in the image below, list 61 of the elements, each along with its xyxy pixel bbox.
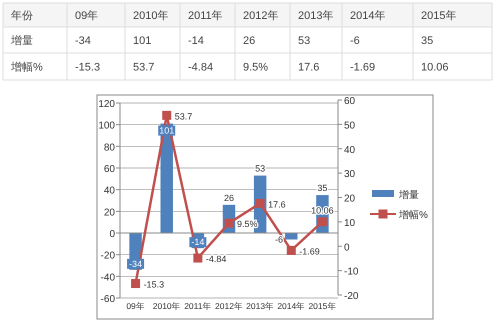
y-tick-label: -60 [100,294,116,305]
text: -1.69 [350,62,376,74]
text: -34 [75,35,91,47]
category-label: 2015年 [421,10,456,22]
category-label: 2010年 [133,10,168,22]
y2-tick-label: 60 [344,96,356,107]
y-tick-label: 20 [104,207,116,218]
x-tick-label: 2010年 [152,301,181,311]
text: 35 [421,35,434,47]
y-tick-label: -20 [100,250,116,262]
y-tick-label: 60 [104,164,116,175]
category-label: 2014年 [350,10,386,22]
text: -6 [350,35,360,47]
text: 53.7 [133,62,154,74]
data-label: -15.3 [144,280,164,290]
y-tick-label: -40 [100,272,116,284]
y-tick-label: 80 [104,142,116,154]
x-tick-label: 2015年 [308,301,336,311]
data-label: -1.69 [299,246,320,256]
x-tick-label: 09年 [126,301,145,311]
data-label: 26 [224,192,234,203]
y2-tick-label: 30 [344,169,356,180]
text: 增幅% [11,62,43,74]
data-label: 53.7 [174,111,192,122]
y2-tick-label: -20 [344,291,359,302]
data-label: 35 [317,183,328,194]
text: 增量 [11,35,33,47]
y-tick-label: 0 [109,229,116,240]
y-tick-label: 40 [104,186,116,197]
text: 53 [298,35,310,47]
text: 101 [133,35,152,47]
text: 26 [243,35,256,47]
y2-tick-label: 0 [344,242,350,254]
text: 9.5% [243,62,268,74]
legend-label: 增量 [398,189,419,201]
x-tick-label: 2014年 [277,301,306,311]
category-label: 2011年 [188,10,223,22]
text: 年份 [11,10,33,22]
category-label: 2013年 [298,10,334,22]
text: -15.3 [75,62,100,74]
text: 17.6 [298,62,320,74]
x-tick-label: 2011年 [184,301,212,311]
y2-tick-label: 10 [344,218,356,229]
x-tick-label: 2012年 [215,301,243,311]
category-label: 2012年 [243,10,278,22]
y-tick-label: 100 [98,120,116,132]
category-label: 09年 [75,10,98,22]
text: -14 [188,35,204,47]
data-label: 53 [255,164,266,174]
data-label: -6 [275,234,284,244]
legend-label: 增幅% [398,209,428,221]
y2-tick-label: 40 [344,144,356,156]
y2-tick-label: 50 [344,120,356,132]
y-tick-label: 120 [98,99,116,110]
data-label: -4.84 [206,254,226,264]
y2-tick-label: -10 [344,266,359,278]
text: 10.06 [421,62,449,74]
text: -4.84 [188,62,214,74]
data-label: 17.6 [268,199,286,210]
x-tick-label: 2013年 [246,301,274,311]
y2-tick-label: 20 [344,194,356,204]
